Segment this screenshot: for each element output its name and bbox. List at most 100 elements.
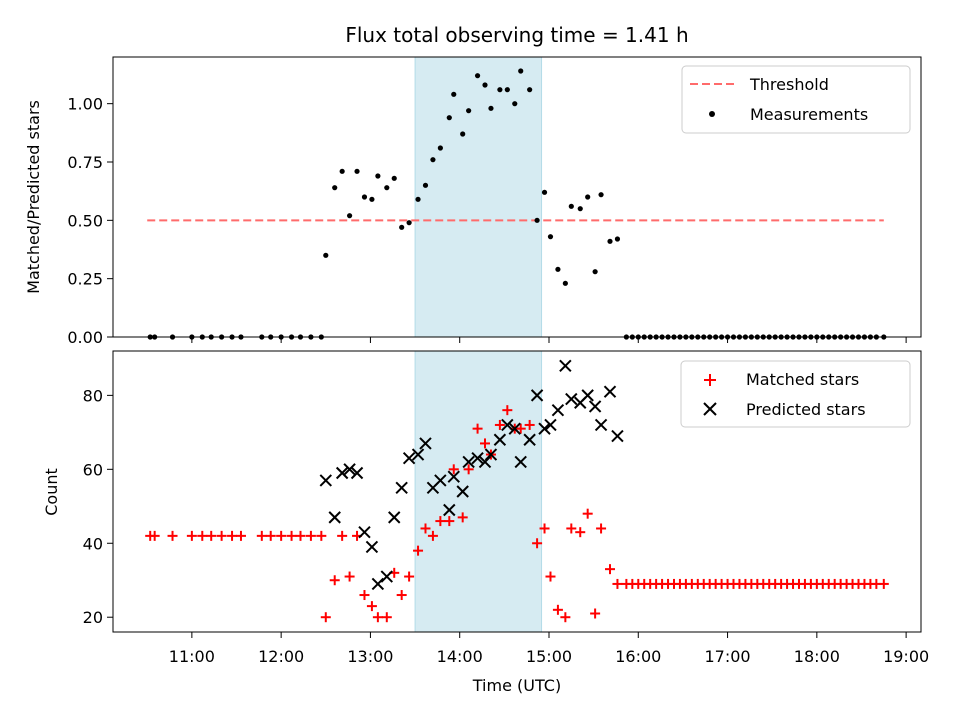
bottom-panel-span [414,350,543,633]
top-legend-threshold-label: Threshold [749,75,829,94]
predicted-star-point [411,448,425,461]
matched-star-point [149,530,160,541]
measurement-point [460,131,466,137]
top-y-tick-label: 0.75 [67,153,103,172]
top-legend-measurements-marker [709,111,715,117]
bottom-y-tick-label: 20 [83,608,103,627]
predicted-star-point [478,455,492,469]
bottom-x-tick-label: 11:00 [169,647,215,666]
predicted-star-point [328,511,341,524]
measurement-point [482,82,488,88]
predicted-star-point [402,452,416,465]
measurement-point [415,196,421,202]
measurement-point [562,280,568,286]
matched-star-point [329,575,340,586]
predicted-star-point [395,481,408,495]
matched-star-point [216,530,227,541]
matched-star-point [502,405,513,416]
matched-star-point [463,464,474,475]
predicted-star-point [544,418,557,432]
matched-star-point [494,419,505,430]
measurement-point [323,252,329,258]
measurement-point [391,175,397,181]
measurement-point [422,182,429,188]
matched-star-point [457,512,468,523]
measurement-point [504,87,510,93]
matched-star-point [372,612,383,623]
predicted-star-point [335,466,349,480]
measurement-point [585,194,591,200]
matched-star-point [545,571,556,582]
measurement-point [339,168,345,174]
measurement-point [446,115,452,121]
predicted-star-point [559,359,572,372]
matched-star-point [480,438,491,449]
measurement-point [399,224,405,230]
measurement-point [488,105,494,111]
predicted-star-point [447,470,460,483]
predicted-star-point [443,503,456,517]
top-panel-frame [112,56,922,338]
matched-star-point [186,530,197,541]
predicted-star-point [371,577,385,591]
measurement-point [361,194,368,200]
predicted-star-point [611,429,624,443]
bottom-legend-predicted-marker [703,402,717,416]
predicted-star-point [523,433,536,446]
matched-star-point [590,608,601,619]
top-y-tick-label: 0.00 [67,328,103,347]
bottom-y-tick-label: 60 [83,460,103,479]
matched-star-point [337,530,348,541]
predicted-star-point [514,455,527,469]
measurement-point [568,203,574,209]
bottom-y-tick-label: 40 [83,534,103,553]
predicted-star-point [350,466,364,480]
matched-star-point [197,530,208,541]
bottom-x-tick-label: 15:00 [526,647,572,666]
top-panel-title: Flux total observing time = 1.41 h [345,23,688,47]
matched-stars-series [145,405,889,623]
top-panel-y-ticks: 0.00 0.25 0.50 0.75 1.00 [67,95,113,347]
measurement-point [607,238,613,244]
measurement-point [354,168,360,174]
predicted-stars-series [319,359,624,591]
measurement-point [430,157,436,163]
top-panel-y-label: Matched/Predicted stars [24,100,43,294]
measurement-point [512,101,518,107]
measurement-point [369,196,375,202]
measurement-point [541,189,548,195]
bottom-panel-y-ticks: 20 40 60 80 [83,386,113,627]
matched-star-point [539,523,550,534]
matched-star-point [256,530,267,541]
measurement-point [451,91,457,97]
matched-star-point [295,530,306,541]
matched-star-point [320,612,331,623]
matched-star-point [566,523,577,534]
matched-star-point [404,571,415,582]
top-y-tick-label: 0.50 [67,211,103,230]
matched-star-point [582,508,593,519]
matched-star-point [552,604,563,615]
bottom-x-tick-label: 18:00 [794,647,840,666]
bottom-legend-matched-marker [704,374,716,386]
predicted-star-point [343,463,356,476]
measurement-point [598,192,604,198]
measurement-point [437,145,443,151]
top-legend: Threshold Measurements [681,65,911,134]
measurement-point [497,87,503,93]
matched-star-point [344,571,355,582]
bottom-legend-box [680,360,911,428]
predicted-star-point [501,418,514,432]
predicted-star-point [358,525,371,539]
predicted-star-point [434,474,447,487]
bottom-x-tick-label: 14:00 [437,647,483,666]
matched-star-point [435,516,446,527]
matched-star-point [596,523,607,534]
bottom-panel-y-label: Count [42,468,61,516]
bottom-panel-x-ticks: 11:00 12:00 13:00 14:00 15:00 16:00 17:00 18:00… [169,632,929,666]
matched-star-point [366,601,377,612]
measurement-point [332,185,338,191]
measurement-point [577,206,583,212]
